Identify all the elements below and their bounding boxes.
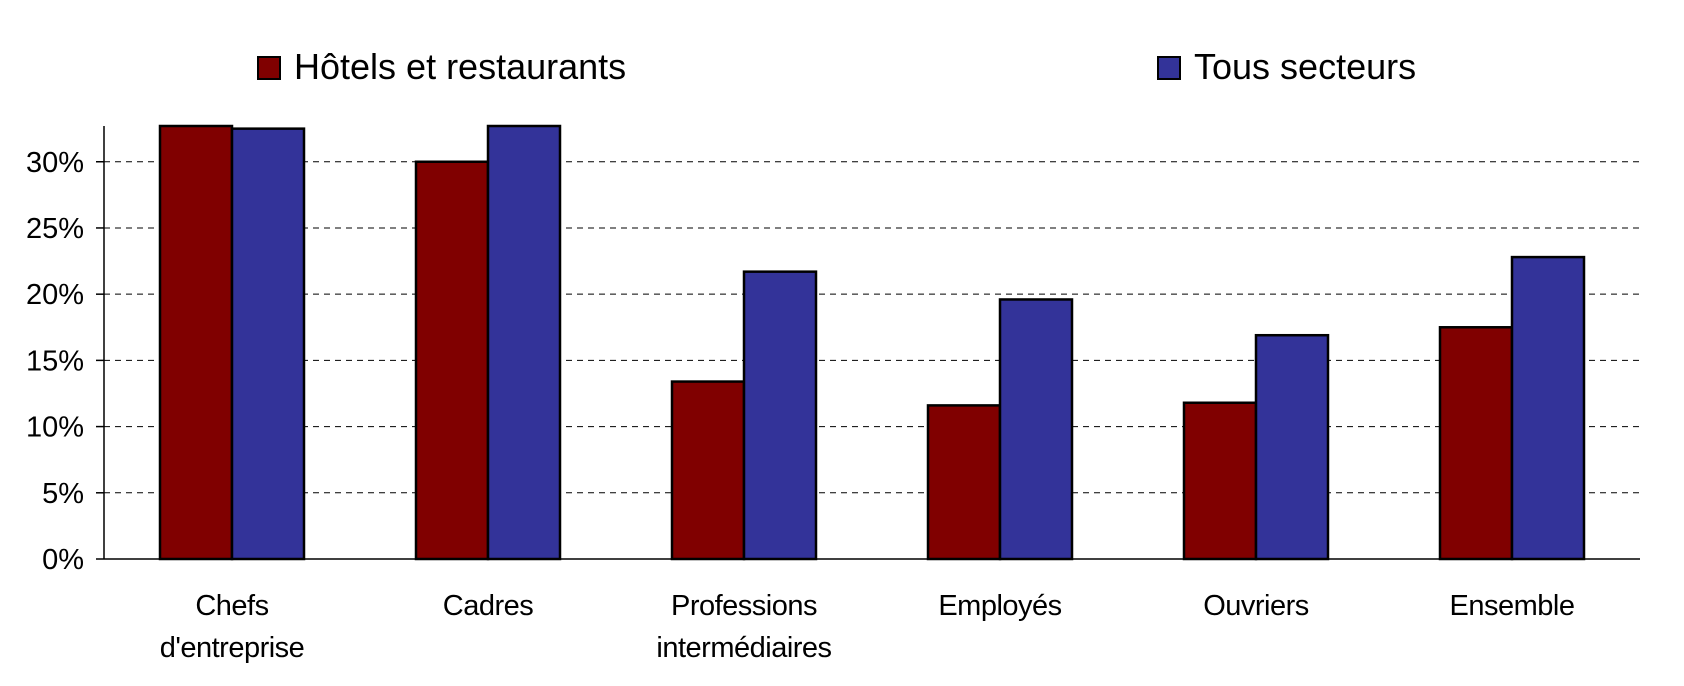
x-category-label: intermédiaires — [656, 632, 831, 664]
x-category-label: Ensemble — [1450, 590, 1575, 622]
x-category-label: Professions — [671, 590, 817, 622]
y-tick-label: 30% — [26, 147, 84, 179]
axes — [96, 126, 1640, 560]
legend-label: Tous secteurs — [1194, 46, 1416, 87]
legend-label: Hôtels et restaurants — [294, 46, 626, 87]
bar-tous-secteurs — [1254, 333, 1330, 561]
legend-swatch — [1157, 56, 1181, 80]
x-category-label: Chefs — [195, 590, 268, 622]
bar-tous-secteurs — [230, 127, 306, 561]
y-tick-label: 25% — [26, 213, 84, 245]
y-tick-label: 20% — [26, 279, 84, 311]
legend: Hôtels et restaurants Tous secteurs — [257, 46, 1416, 87]
bar-hotels-restaurants — [158, 124, 234, 561]
bar-hotels-restaurants — [926, 404, 1002, 561]
y-tick-label: 0% — [42, 544, 84, 576]
bar-hotels-restaurants — [1438, 326, 1514, 561]
y-tick-label: 10% — [26, 412, 84, 444]
x-category-label: d'entreprise — [160, 632, 305, 664]
y-tick-labels: 0% 5% 10% 15% 20% 25% 30% — [26, 147, 84, 576]
bar-tous-secteurs — [742, 270, 818, 561]
y-tick-label: 5% — [42, 478, 84, 510]
bars — [158, 124, 1586, 561]
x-category-labels: Chefs d'entreprise Cadres Professions interm… — [160, 590, 1575, 664]
gridlines — [104, 161, 1640, 494]
bar-hotels-restaurants — [670, 380, 746, 561]
bar-tous-secteurs — [486, 124, 562, 561]
bar-tous-secteurs — [998, 298, 1074, 561]
x-category-label: Ouvriers — [1203, 590, 1309, 622]
x-category-label: Employés — [938, 590, 1061, 622]
bar-hotels-restaurants — [414, 160, 490, 561]
bar-hotels-restaurants — [1182, 401, 1258, 561]
legend-swatch — [257, 56, 281, 80]
y-tick-label: 15% — [26, 345, 84, 377]
bar-tous-secteurs — [1510, 255, 1586, 561]
x-category-label: Cadres — [443, 590, 534, 622]
